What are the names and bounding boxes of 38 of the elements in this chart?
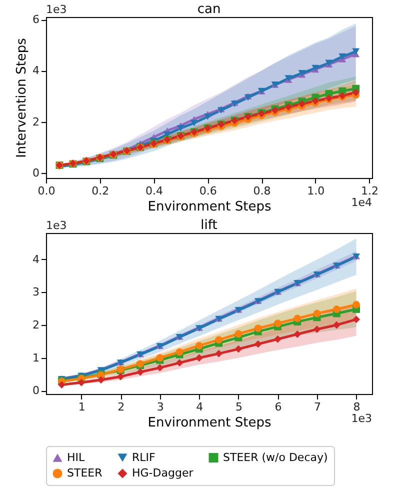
- x-axis-title: Environment Steps: [148, 200, 272, 214]
- x-tick-label: 1: [78, 400, 86, 414]
- chart-title: can: [197, 2, 221, 17]
- legend-label: STEER (w/o Decay): [223, 450, 328, 464]
- x-tick-label: 2: [118, 400, 125, 414]
- y-tick-label: 6: [32, 13, 40, 26]
- y-tick-label: 0: [32, 384, 40, 398]
- legend-label: STEER: [67, 466, 103, 480]
- y-tick-label: 0: [32, 166, 40, 180]
- text: 1e3: [46, 3, 67, 16]
- legend-label: RLIF: [132, 450, 156, 464]
- text: 1e3: [351, 412, 372, 425]
- x-axis-title: Environment Steps: [148, 416, 272, 430]
- x-tick-label: 1.0: [307, 184, 325, 198]
- text: 1e3: [46, 219, 67, 232]
- y-tick-label: 4: [32, 252, 40, 266]
- legend-label: HG-Dagger: [132, 466, 194, 480]
- x-tick-label: 0.4: [146, 184, 164, 198]
- x-tick-label: 0.0: [38, 184, 56, 198]
- x-tick-label: 0.6: [199, 184, 217, 198]
- y-tick-label: 2: [32, 115, 40, 128]
- x-tick-label: 6: [274, 400, 282, 414]
- y-tick-label: 4: [32, 64, 40, 78]
- x-tick-label: 3: [156, 400, 164, 414]
- x-tick-label: 5: [235, 400, 242, 414]
- y-axis-title: Intervention Steps: [14, 38, 30, 158]
- x-tick-label: 0.2: [92, 184, 110, 198]
- y-tick-label: 2: [32, 318, 40, 332]
- chart-title: lift: [200, 218, 218, 233]
- y-tick-label: 1: [32, 351, 40, 364]
- legend-label: HIL: [67, 450, 86, 464]
- x-tick-label: 4: [196, 400, 204, 414]
- x-tick-label: 7: [314, 400, 322, 414]
- x-tick-label: 1.2: [361, 184, 379, 198]
- x-tick-label: 0.8: [253, 184, 271, 198]
- text: 1e4: [351, 196, 372, 209]
- x-tick-label: 8: [353, 400, 360, 414]
- y-tick-label: 3: [32, 286, 40, 299]
